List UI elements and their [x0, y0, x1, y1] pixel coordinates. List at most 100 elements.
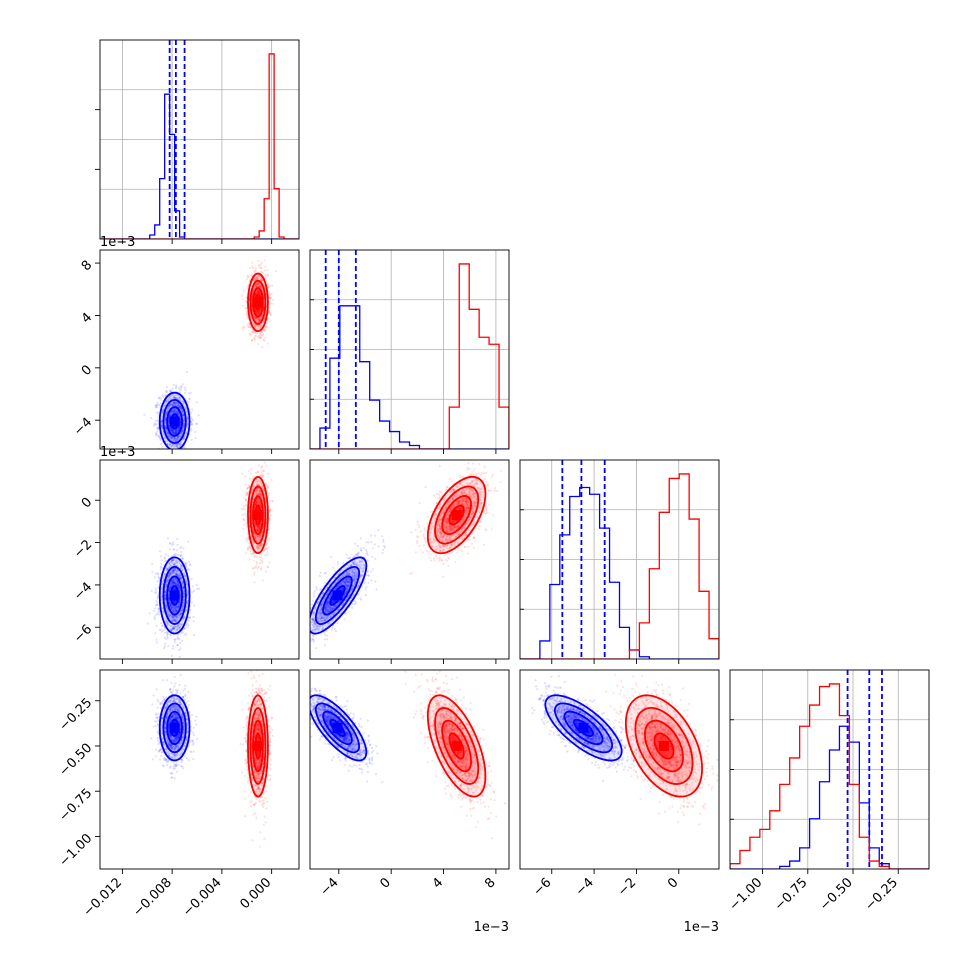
scatter-point: [255, 332, 258, 335]
scatter-point: [169, 443, 172, 446]
scatter-point: [258, 283, 261, 286]
scatter-point: [173, 400, 176, 403]
scatter-point: [173, 581, 176, 584]
scatter-point: [174, 432, 177, 435]
scatter-point: [164, 427, 168, 430]
scatter-point: [174, 407, 177, 410]
scatter-point: [252, 559, 255, 562]
scatter-point: [174, 561, 177, 564]
scatter-point: [179, 399, 182, 402]
scatter-point: [173, 568, 176, 571]
scatter-point: [154, 419, 157, 422]
scatter-point: [169, 427, 172, 430]
scatter-point: [180, 608, 183, 612]
scatter-point: [263, 461, 266, 464]
scatter-point: [169, 390, 172, 393]
scatter-point: [177, 574, 180, 577]
scatter-point: [180, 407, 183, 410]
scatter-point: [172, 581, 175, 585]
scatter-point: [258, 319, 261, 322]
scatter-point: [178, 427, 181, 430]
scatter-point: [182, 419, 185, 422]
scatter-point: [261, 279, 264, 282]
scatter-point: [171, 579, 174, 582]
scatter-point: [191, 423, 194, 426]
scatter-point: [169, 602, 172, 605]
scatter-point: [165, 584, 168, 587]
scatter-point: [181, 661, 183, 663]
scatter-point: [168, 434, 171, 438]
scatter-point: [174, 608, 177, 611]
scatter-point: [255, 276, 258, 279]
scatter-point: [181, 639, 184, 643]
scatter-point: [154, 432, 157, 436]
scatter-point: [169, 403, 172, 406]
scatter-point: [175, 384, 178, 387]
scatter-point: [179, 441, 183, 444]
scatter-point: [168, 435, 171, 439]
scatter-point: [164, 642, 167, 646]
scatter-point: [259, 317, 262, 321]
scatter-point: [173, 619, 177, 622]
scatter-point: [186, 415, 189, 418]
scatter-point: [188, 400, 191, 404]
scatter-point: [260, 286, 263, 289]
scatter-point: [160, 598, 163, 601]
scatter-point: [257, 281, 260, 284]
scatter-point: [252, 270, 256, 274]
scatter-point: [175, 404, 178, 407]
scatter-point: [161, 426, 164, 429]
scatter-point: [171, 628, 174, 631]
scatter-point: [173, 548, 176, 551]
scatter-point: [179, 647, 182, 650]
scatter-point: [183, 627, 186, 630]
scatter-point: [253, 323, 256, 326]
scatter-point: [172, 431, 175, 435]
scatter-point: [166, 567, 169, 571]
scatter-point: [177, 583, 180, 586]
scatter-point: [156, 434, 159, 437]
scatter-point: [253, 285, 256, 288]
scatter-point: [260, 335, 263, 338]
scatter-point: [173, 438, 176, 441]
scatter-point: [170, 428, 173, 431]
scatter-point: [256, 282, 259, 285]
scatter-point: [244, 299, 247, 303]
scatter-point: [251, 328, 254, 331]
scatter-point: [254, 316, 257, 319]
scatter-point: [171, 437, 174, 440]
scatter-point: [166, 621, 169, 624]
scatter-point: [266, 486, 269, 490]
scatter-point: [154, 614, 157, 617]
scatter-point: [173, 397, 176, 400]
scatter-point: [254, 325, 257, 328]
scatter-point: [161, 410, 164, 413]
scatter-point: [174, 582, 177, 585]
scatter-point: [181, 408, 184, 411]
scatter-point: [259, 309, 262, 312]
scatter-point: [257, 312, 260, 315]
scatter-point: [176, 443, 179, 446]
scatter-point: [171, 582, 174, 585]
scatter-point: [155, 432, 158, 435]
scatter-point: [254, 292, 257, 296]
scatter-point: [181, 429, 184, 432]
scatter-point: [180, 431, 183, 434]
scatter-point: [266, 280, 269, 283]
scatter-point: [180, 545, 183, 549]
scatter-point: [170, 436, 173, 439]
scatter-point: [261, 280, 264, 283]
scatter-point: [259, 324, 262, 327]
scatter-point: [259, 284, 262, 287]
hist-red: [310, 263, 509, 449]
scatter-point: [182, 425, 185, 429]
scatter-point: [266, 274, 269, 277]
scatter-point: [182, 601, 185, 604]
scatter-point: [180, 609, 183, 612]
scatter-point: [155, 638, 158, 641]
scatter-point: [251, 330, 254, 333]
scatter-point: [257, 290, 260, 293]
scatter-point: [177, 428, 180, 431]
scatter-point: [177, 435, 180, 438]
scatter-point: [259, 309, 262, 312]
